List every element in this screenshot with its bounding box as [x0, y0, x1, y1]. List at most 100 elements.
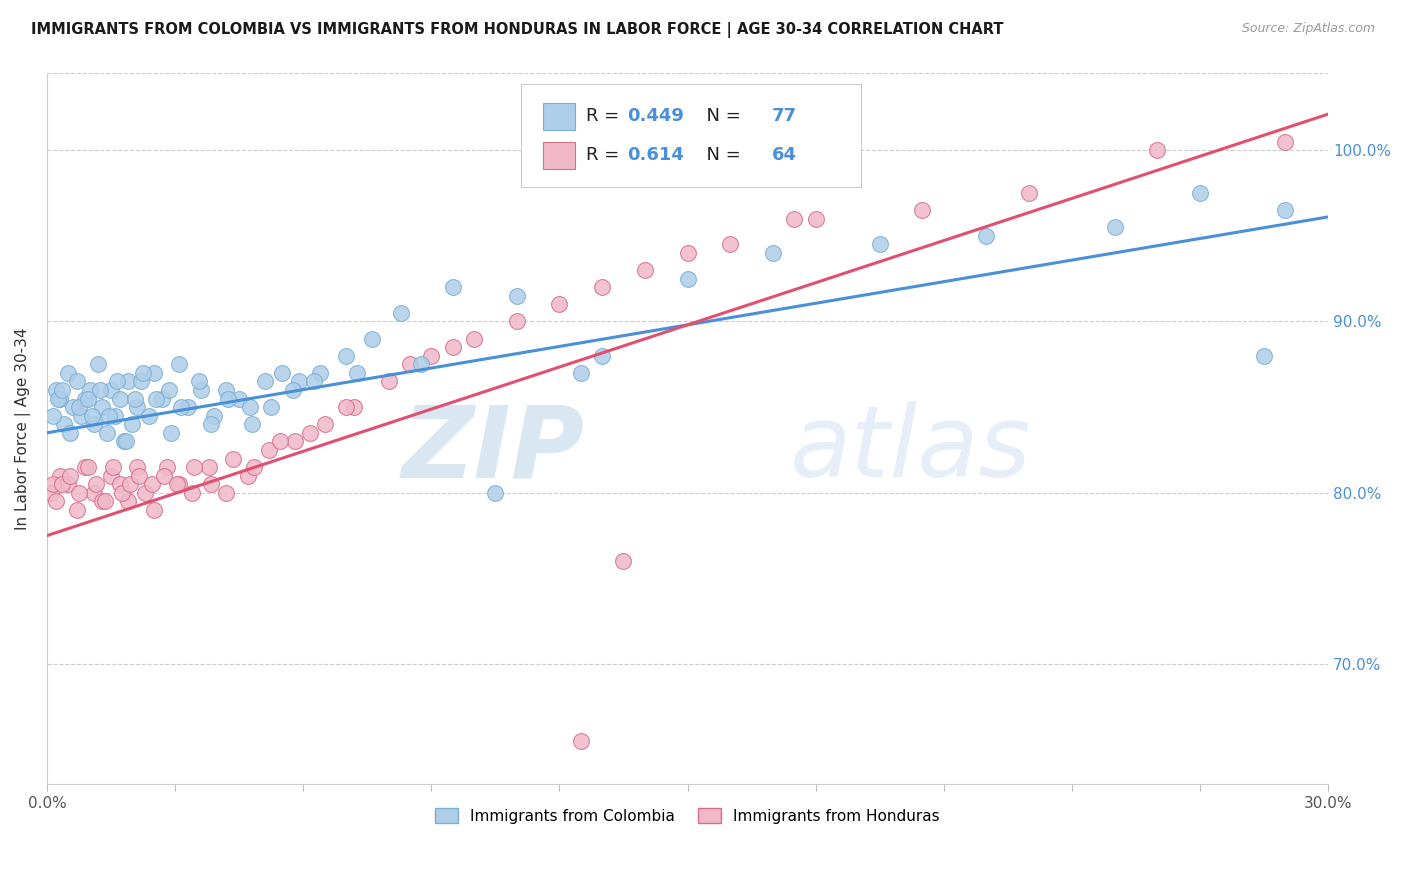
Point [281, 383, 304, 397]
Point [120, 477, 142, 491]
Point [360, 332, 382, 346]
Point [335, 349, 357, 363]
Point [115, 434, 138, 449]
Point [506, 289, 529, 303]
Point [117, 494, 139, 508]
Point [138, 409, 160, 423]
Point [399, 357, 422, 371]
Point [46, 392, 69, 406]
Point [58, 477, 80, 491]
Point [309, 366, 332, 380]
Point [676, 271, 699, 285]
Point [100, 383, 122, 397]
Point [718, 237, 741, 252]
Point [298, 425, 321, 440]
Point [75, 392, 97, 406]
Point [239, 400, 262, 414]
Point [202, 409, 225, 423]
Point [569, 366, 592, 380]
Point [343, 400, 366, 414]
Point [506, 314, 529, 328]
Point [93, 494, 115, 508]
Point [441, 280, 464, 294]
Point [288, 375, 311, 389]
Point [112, 434, 135, 449]
Point [284, 434, 307, 449]
Text: R =: R = [586, 107, 626, 126]
Point [62, 400, 84, 414]
Point [79, 383, 101, 397]
FancyBboxPatch shape [522, 84, 860, 186]
Point [91, 494, 114, 508]
Point [869, 237, 891, 252]
Point [976, 228, 998, 243]
Point [217, 392, 239, 406]
Point [190, 383, 212, 397]
Point [80, 409, 103, 423]
Point [59, 468, 82, 483]
Point [463, 332, 485, 346]
Point [145, 392, 167, 406]
Point [591, 280, 613, 294]
Point [101, 460, 124, 475]
Point [177, 400, 200, 414]
Point [591, 349, 613, 363]
Point [125, 460, 148, 475]
Point [762, 246, 785, 260]
FancyBboxPatch shape [543, 142, 575, 169]
Point [240, 417, 263, 432]
Point [153, 468, 176, 483]
Point [59, 425, 82, 440]
Point [314, 417, 336, 432]
Point [84, 477, 107, 491]
Point [198, 460, 221, 475]
Point [243, 460, 266, 475]
Point [377, 375, 399, 389]
Point [1189, 186, 1212, 200]
Point [253, 375, 276, 389]
Point [70, 409, 93, 423]
Point [391, 306, 413, 320]
Point [302, 375, 325, 389]
Point [51, 477, 73, 491]
Point [1253, 349, 1275, 363]
Point [1018, 186, 1040, 200]
Point [1104, 220, 1126, 235]
Point [44, 494, 66, 508]
Point [676, 246, 699, 260]
Point [484, 485, 506, 500]
Point [911, 202, 934, 217]
Point [132, 366, 155, 380]
FancyBboxPatch shape [543, 103, 575, 130]
Point [187, 375, 209, 389]
Point [200, 417, 222, 432]
Point [236, 468, 259, 483]
Point [53, 417, 76, 432]
Text: 0.614: 0.614 [627, 146, 685, 164]
Point [76, 392, 98, 406]
Point [141, 477, 163, 491]
Point [134, 485, 156, 500]
Point [170, 400, 193, 414]
Point [117, 375, 139, 389]
Point [142, 366, 165, 380]
Point [612, 554, 634, 568]
Point [569, 734, 592, 748]
Point [39, 485, 62, 500]
Point [51, 383, 73, 397]
Point [111, 485, 134, 500]
Y-axis label: In Labor Force | Age 30-34: In Labor Force | Age 30-34 [15, 327, 31, 530]
Point [66, 503, 89, 517]
Legend: Immigrants from Colombia, Immigrants from Honduras: Immigrants from Colombia, Immigrants fro… [429, 802, 946, 830]
Point [58, 366, 80, 380]
Text: ZIP: ZIP [402, 401, 585, 499]
Point [125, 400, 148, 414]
Point [67, 400, 90, 414]
Point [346, 366, 368, 380]
Point [83, 417, 105, 432]
Point [49, 468, 72, 483]
Point [166, 477, 188, 491]
Point [634, 263, 657, 277]
Point [108, 477, 131, 491]
Text: 0.449: 0.449 [627, 107, 685, 126]
